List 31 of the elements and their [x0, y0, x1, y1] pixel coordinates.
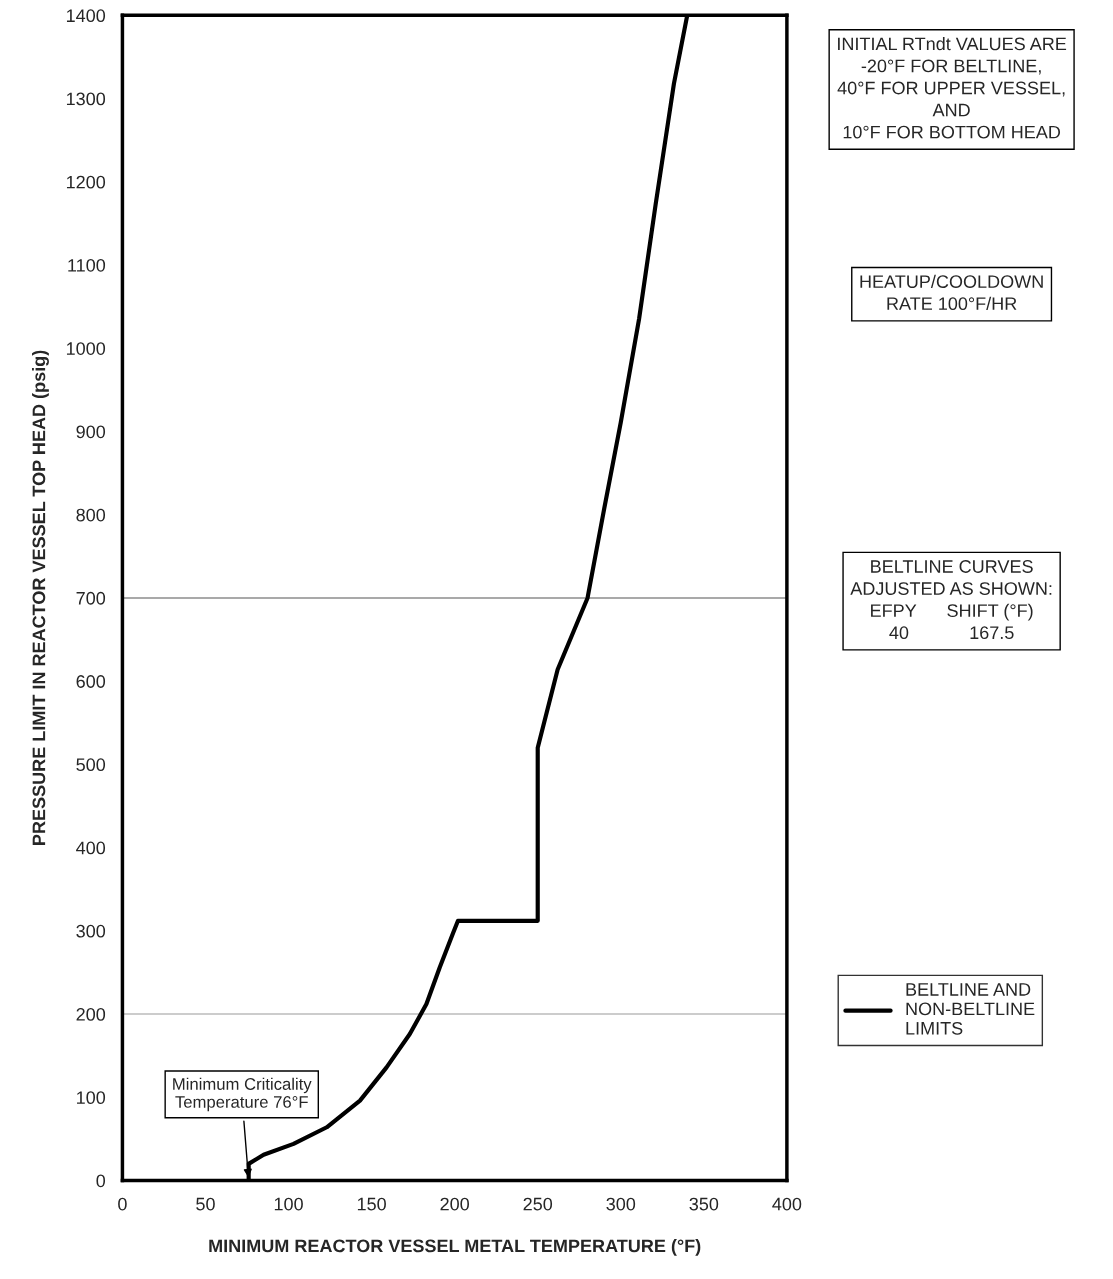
y-tick-label: 1200: [66, 175, 106, 189]
legend-label: BELTLINE AND NON-BELTLINE LIMITS: [906, 983, 1035, 1035]
y-tick-label: 900: [76, 425, 106, 439]
x-tick-label: 400: [772, 1197, 802, 1211]
x-tick-label: 200: [440, 1197, 470, 1211]
annotation: Minimum Criticality Temperature 76°F: [173, 1077, 312, 1112]
text: BELTLINE CURVES ADJUSTED AS SHOWN: EFPY SHIFT (°F) 40 167.5: [850, 560, 1052, 640]
text: INITIAL RTndt VALUES ARE -20°F FOR BELTLINE, 40°F FOR UPPER VESSEL, AND 10°F FOR BOTTOM HEAD: [837, 36, 1067, 139]
y-tick-label: 800: [76, 508, 106, 522]
x-tick-label: 0: [118, 1197, 127, 1211]
y-tick-label: 400: [76, 841, 106, 855]
x-tick-label: 150: [357, 1197, 386, 1211]
y-tick-label: 1400: [66, 9, 106, 23]
x-tick-label: 300: [606, 1197, 636, 1211]
x-axis-title: MINIMUM REACTOR VESSEL METAL TEMPERATURE (°F): [209, 1239, 701, 1256]
y-tick-label: 1100: [68, 258, 106, 272]
y-tick-label: 0: [96, 1174, 106, 1188]
y-tick-label: 600: [76, 675, 106, 688]
y-tick-label: 200: [76, 1008, 106, 1021]
y-tick-label: 1300: [66, 92, 106, 106]
y-axis-title: PRESSURE LIMIT IN REACTOR VESSEL TOP HEAD (psig): [32, 350, 49, 845]
x-tick-label: 100: [274, 1197, 303, 1211]
x-tick-label: 350: [689, 1197, 719, 1211]
y-tick-label: 500: [76, 758, 106, 772]
y-tick-label: 1000: [66, 342, 106, 355]
x-tick-label: 250: [523, 1197, 553, 1211]
text: HEATUP/COOLDOWN RATE 100°F/HR: [860, 274, 1043, 311]
y-tick-label: 100: [77, 1091, 106, 1105]
x-tick-label: 50: [196, 1197, 215, 1211]
y-tick-label: 300: [76, 924, 106, 938]
y-tick-label: 700: [76, 591, 106, 605]
